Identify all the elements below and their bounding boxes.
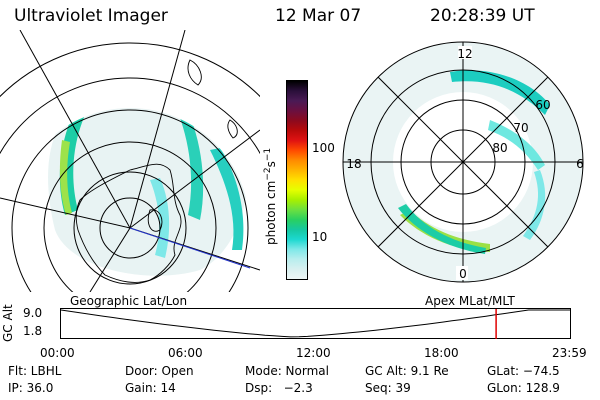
timeline-tick-2359: 23:59 xyxy=(552,346,587,360)
mlat-label-60: 60 xyxy=(535,98,550,112)
mlt-label-dawn: 6 xyxy=(576,157,584,171)
apex-coords-label: Apex MLat/MLT xyxy=(425,294,515,308)
colorbar-tick-100: 100 xyxy=(312,141,335,155)
magnetic-map: 12 18 6 0 60 70 80 xyxy=(342,41,584,283)
mlt-label-dusk: 18 xyxy=(346,157,361,171)
colorbar-tick-10: 10 xyxy=(312,230,328,244)
altitude-max-label: 9.0 xyxy=(23,306,43,320)
gc-alt-readout: GC Alt: 9.1 Re xyxy=(365,364,449,378)
timeline-tick-0000: 00:00 xyxy=(40,346,75,360)
observation-time: 20:28:39 UT xyxy=(430,6,535,26)
mode-readout: Mode: Normal xyxy=(245,364,329,378)
latitude-grid xyxy=(0,42,260,292)
longitude-grid xyxy=(0,30,260,292)
timeline-tick-0600: 06:00 xyxy=(168,346,203,360)
mlt-label-midnight: 0 xyxy=(459,267,467,281)
intensity-colorbar xyxy=(286,80,308,280)
geographic-uv-image xyxy=(48,108,248,276)
ip-readout: IP: 36.0 xyxy=(8,381,54,395)
glon-readout: GLon: 128.9 xyxy=(487,381,560,395)
instrument-title: Ultraviolet Imager xyxy=(14,6,168,26)
observation-date: 12 Mar 07 xyxy=(275,6,362,26)
gain-readout: Gain: 14 xyxy=(125,381,176,395)
coastline xyxy=(75,59,238,283)
altitude-axis-title: GC Alt xyxy=(1,304,15,342)
geographic-map xyxy=(0,30,260,292)
mlt-grid xyxy=(343,42,583,282)
altitude-min-label: 1.8 xyxy=(23,324,43,338)
filter-readout: Flt: LBHL xyxy=(8,364,62,378)
timeline-frame xyxy=(60,308,571,339)
mlat-label-80: 80 xyxy=(492,141,507,155)
sequence-readout: Seq: 39 xyxy=(365,381,411,395)
timeline-tick-1200: 12:00 xyxy=(296,346,331,360)
altitude-timeline xyxy=(60,308,571,339)
timeline-tick-1800: 18:00 xyxy=(424,346,459,360)
glat-readout: GLat: −74.5 xyxy=(487,364,560,378)
dsp-readout: Dsp: −2.3 xyxy=(245,381,313,395)
colorbar-unit-label: photon cm−2s−1 xyxy=(263,147,278,245)
mlt-label-noon: 12 xyxy=(457,47,472,61)
altitude-curve xyxy=(60,309,571,338)
geographic-coords-label: Geographic Lat/Lon xyxy=(70,294,188,308)
magnetic-meridian-line xyxy=(129,227,251,269)
mlat-label-70: 70 xyxy=(513,121,528,135)
door-readout: Door: Open xyxy=(125,364,194,378)
